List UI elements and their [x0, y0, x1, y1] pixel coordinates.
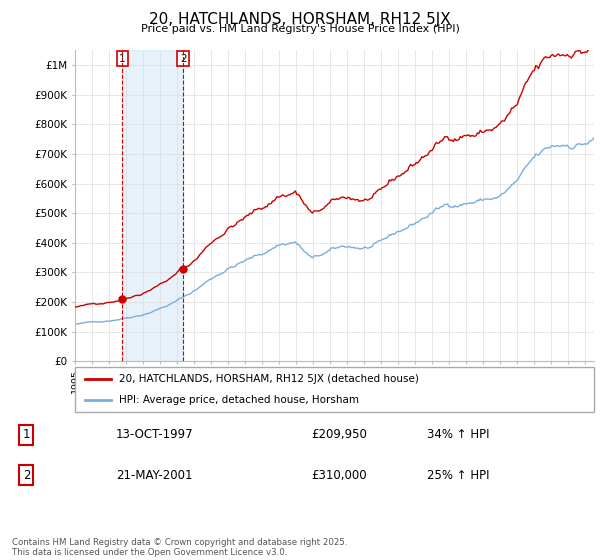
- Text: 21-MAY-2001: 21-MAY-2001: [116, 469, 192, 482]
- Text: HPI: Average price, detached house, Horsham: HPI: Average price, detached house, Hors…: [119, 395, 359, 405]
- Text: 20, HATCHLANDS, HORSHAM, RH12 5JX (detached house): 20, HATCHLANDS, HORSHAM, RH12 5JX (detac…: [119, 374, 419, 384]
- Text: 25% ↑ HPI: 25% ↑ HPI: [427, 469, 489, 482]
- Text: 34% ↑ HPI: 34% ↑ HPI: [427, 428, 489, 441]
- Text: £310,000: £310,000: [311, 469, 367, 482]
- Text: 1: 1: [23, 428, 30, 441]
- Text: £209,950: £209,950: [311, 428, 367, 441]
- Text: 1: 1: [119, 54, 126, 63]
- Text: Contains HM Land Registry data © Crown copyright and database right 2025.
This d: Contains HM Land Registry data © Crown c…: [12, 538, 347, 557]
- FancyBboxPatch shape: [75, 367, 594, 412]
- Text: 2: 2: [23, 469, 30, 482]
- Text: 2: 2: [180, 54, 187, 63]
- Text: 20, HATCHLANDS, HORSHAM, RH12 5JX: 20, HATCHLANDS, HORSHAM, RH12 5JX: [149, 12, 451, 27]
- Bar: [122, 50, 184, 361]
- Text: 13-OCT-1997: 13-OCT-1997: [116, 428, 193, 441]
- Text: Price paid vs. HM Land Registry's House Price Index (HPI): Price paid vs. HM Land Registry's House …: [140, 24, 460, 34]
